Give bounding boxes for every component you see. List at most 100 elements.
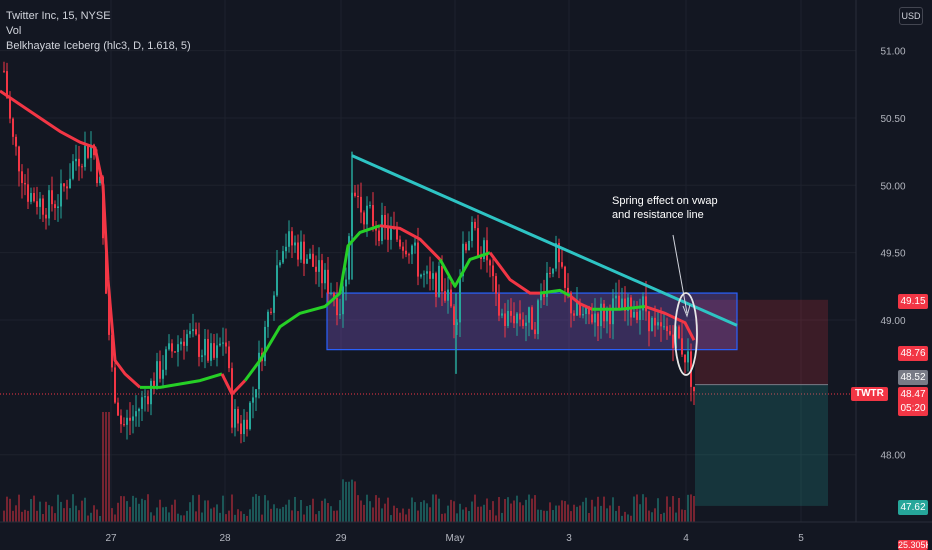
candle-up [657, 322, 659, 326]
volume-bar [189, 502, 191, 522]
candle-down [63, 183, 65, 187]
candle-up [192, 329, 194, 332]
candle-down [78, 158, 80, 167]
candle-up [651, 317, 653, 332]
candle-down [489, 260, 491, 266]
volume-bar [69, 508, 71, 522]
candle-down [207, 338, 209, 361]
candle-down [477, 228, 479, 256]
volume-bar [186, 510, 188, 522]
volume-bar [39, 501, 41, 522]
candle-up [186, 334, 188, 346]
volume-bar [84, 497, 86, 522]
volume-bar [546, 510, 548, 522]
candle-down [42, 198, 44, 215]
volume-bar [369, 501, 371, 522]
volume-bar [12, 510, 14, 522]
volume-legend[interactable]: Vol [6, 25, 22, 37]
volume-bar [30, 498, 32, 522]
volume-bar [633, 496, 635, 522]
volume-bar [630, 515, 632, 522]
candle-down [153, 380, 155, 390]
volume-bar [285, 504, 287, 522]
volume-bar [639, 504, 641, 522]
volume-bar [219, 512, 221, 522]
candle-down [291, 231, 293, 246]
currency-button[interactable]: USD [899, 7, 923, 25]
candle-up [546, 272, 548, 298]
candle-up [39, 198, 41, 207]
position-target-zone [695, 299, 828, 385]
indicator-legend[interactable]: Belkhayate Iceberg (hlc3, D, 1.618, 5) [6, 40, 191, 52]
candle-down [660, 322, 662, 327]
candle-up [75, 158, 77, 162]
candle-up [426, 271, 428, 274]
candle-down [111, 334, 113, 368]
candle-up [501, 313, 503, 316]
volume-bar [450, 499, 452, 522]
candle-up [528, 307, 530, 323]
volume-bar [693, 495, 695, 522]
volume-bar [75, 505, 77, 522]
volume-bar [603, 496, 605, 522]
volume-bar [534, 495, 536, 522]
volume-bar [150, 512, 152, 522]
candle-up [606, 308, 608, 322]
volume-bar [54, 513, 56, 522]
volume-bar [276, 508, 278, 522]
volume-bar [198, 494, 200, 522]
candle-down [54, 204, 56, 209]
candle-up [594, 313, 596, 323]
candle-up [168, 343, 170, 350]
candle-up [471, 221, 473, 241]
candle-up [348, 236, 350, 280]
candle-down [558, 243, 560, 263]
volume-bar [315, 514, 317, 522]
candle-up [468, 240, 470, 251]
volume-bar [72, 494, 74, 522]
volume-bar [132, 495, 134, 522]
volume-bar [483, 504, 485, 522]
volume-bar [330, 506, 332, 522]
volume-bar [63, 508, 65, 522]
volume-bar [648, 510, 650, 522]
candle-down [312, 253, 314, 267]
candle-down [363, 212, 365, 225]
volume-bar [135, 497, 137, 522]
price-tick: 49.50 [880, 249, 905, 260]
candle-up [180, 341, 182, 345]
candle-down [270, 311, 272, 313]
volume-bar [288, 499, 290, 522]
candle-down [114, 367, 116, 403]
candle-down [81, 166, 83, 168]
volume-bar [45, 501, 47, 522]
annotation-arrow-head [682, 304, 691, 318]
volume-bar [33, 495, 35, 522]
candle-up [99, 176, 101, 184]
volume-bar [336, 510, 338, 522]
vwap-line [0, 89, 142, 389]
volume-bar [171, 504, 173, 522]
volume-bar [384, 503, 386, 522]
candle-up [516, 313, 518, 324]
volume-bar [624, 511, 626, 522]
candle-up [366, 205, 368, 225]
candle-up [294, 242, 296, 246]
volume-bar [501, 512, 503, 522]
volume-bar [21, 511, 23, 522]
candle-down [405, 250, 407, 255]
candle-down [159, 361, 161, 379]
candle-down [6, 71, 8, 98]
candle-down [429, 271, 431, 279]
volume-bar [540, 509, 542, 522]
candle-up [318, 260, 320, 272]
volume-bar [225, 514, 227, 522]
symbol-title[interactable]: Twitter Inc, 15, NYSE [6, 10, 111, 22]
countdown-label: 05:20 [898, 401, 928, 416]
vwap-line [220, 373, 247, 396]
volume-bar [408, 508, 410, 522]
candle-up [177, 344, 179, 352]
candle-down [327, 269, 329, 294]
